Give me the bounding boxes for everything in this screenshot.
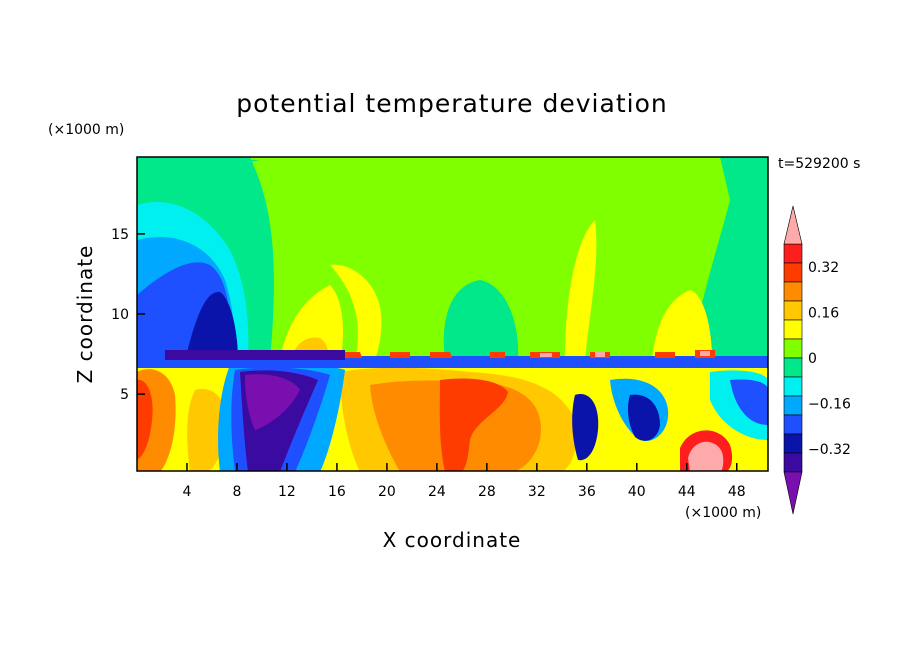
colorbar-segment [783, 414, 803, 435]
colorbar-segment [783, 262, 803, 283]
contour-right-blue-a [572, 394, 599, 461]
colorbar-tick-label: −0.32 [808, 442, 851, 458]
contour-right-navy-a [627, 394, 660, 441]
contour-yellow-plume-a [330, 264, 382, 360]
contour-tropopause-reds [345, 350, 715, 358]
contour-right-pink-blob [688, 441, 724, 471]
y-axis: 5 10 15 [111, 227, 145, 403]
x-tick-label: 40 [628, 484, 646, 500]
x-unit-label: (×1000 m) [685, 505, 761, 521]
colorbar-segment [783, 281, 803, 302]
colorbar-segment [783, 395, 803, 416]
colorbar-segment [783, 338, 803, 359]
y-unit-label: (×1000 m) [48, 122, 124, 138]
colorbar-segment [783, 433, 803, 454]
colorbar-tick-label: 0.32 [808, 260, 839, 276]
y-tick-label: 5 [120, 387, 129, 403]
contour-trough-purple [245, 374, 300, 430]
x-tick-label: 12 [278, 484, 296, 500]
colorbar-segment [783, 243, 803, 264]
x-axis: 4 8 12 16 20 24 28 32 36 40 44 48 [183, 463, 746, 500]
y-axis-label: Z coordinate [73, 245, 97, 384]
colorbar-segment [783, 319, 803, 340]
contour-right-teal [690, 157, 768, 360]
chart-title: potential temperature deviation [236, 89, 667, 118]
time-label: t=529200 s [778, 156, 860, 172]
colorbar-segment [783, 357, 803, 378]
y-tick-label: 15 [111, 227, 129, 243]
contour-lower-red-column [439, 378, 508, 471]
y-tick-label: 10 [111, 307, 129, 323]
contour-yellow-right [652, 290, 712, 360]
x-tick-label: 32 [528, 484, 546, 500]
contour-right-blue-b [730, 379, 768, 425]
x-tick-label: 48 [728, 484, 746, 500]
contour-midleft-orange [187, 389, 226, 471]
x-tick-label: 4 [183, 484, 192, 500]
colorbar-max-arrow [783, 205, 803, 245]
contour-yellow-plume-b [565, 220, 597, 360]
contour-field [137, 157, 768, 471]
contour-left-navy [185, 291, 238, 360]
colorbar-segment [783, 376, 803, 397]
x-tick-label: 44 [678, 484, 696, 500]
x-tick-label: 28 [478, 484, 496, 500]
colorbar-tick-label: 0 [808, 351, 817, 367]
colorbar: 0.32 0.16 0 −0.16 −0.32 [783, 205, 851, 515]
contour-tropopause-navy [165, 350, 345, 360]
contour-right-teal2 [137, 157, 260, 190]
x-tick-label: 8 [232, 484, 241, 500]
colorbar-segment [783, 300, 803, 321]
colorbar-segment [783, 452, 803, 473]
contour-left-red [137, 379, 153, 460]
x-axis-label: X coordinate [383, 528, 522, 552]
contour-mid-teal [443, 280, 519, 360]
x-tick-label: 24 [428, 484, 446, 500]
x-tick-label: 16 [328, 484, 346, 500]
contour-yellow-left [280, 285, 343, 360]
x-tick-label: 20 [378, 484, 396, 500]
colorbar-min-arrow [783, 471, 803, 515]
colorbar-tick-label: 0.16 [808, 305, 839, 321]
x-tick-label: 36 [578, 484, 596, 500]
colorbar-tick-label: −0.16 [808, 397, 851, 413]
